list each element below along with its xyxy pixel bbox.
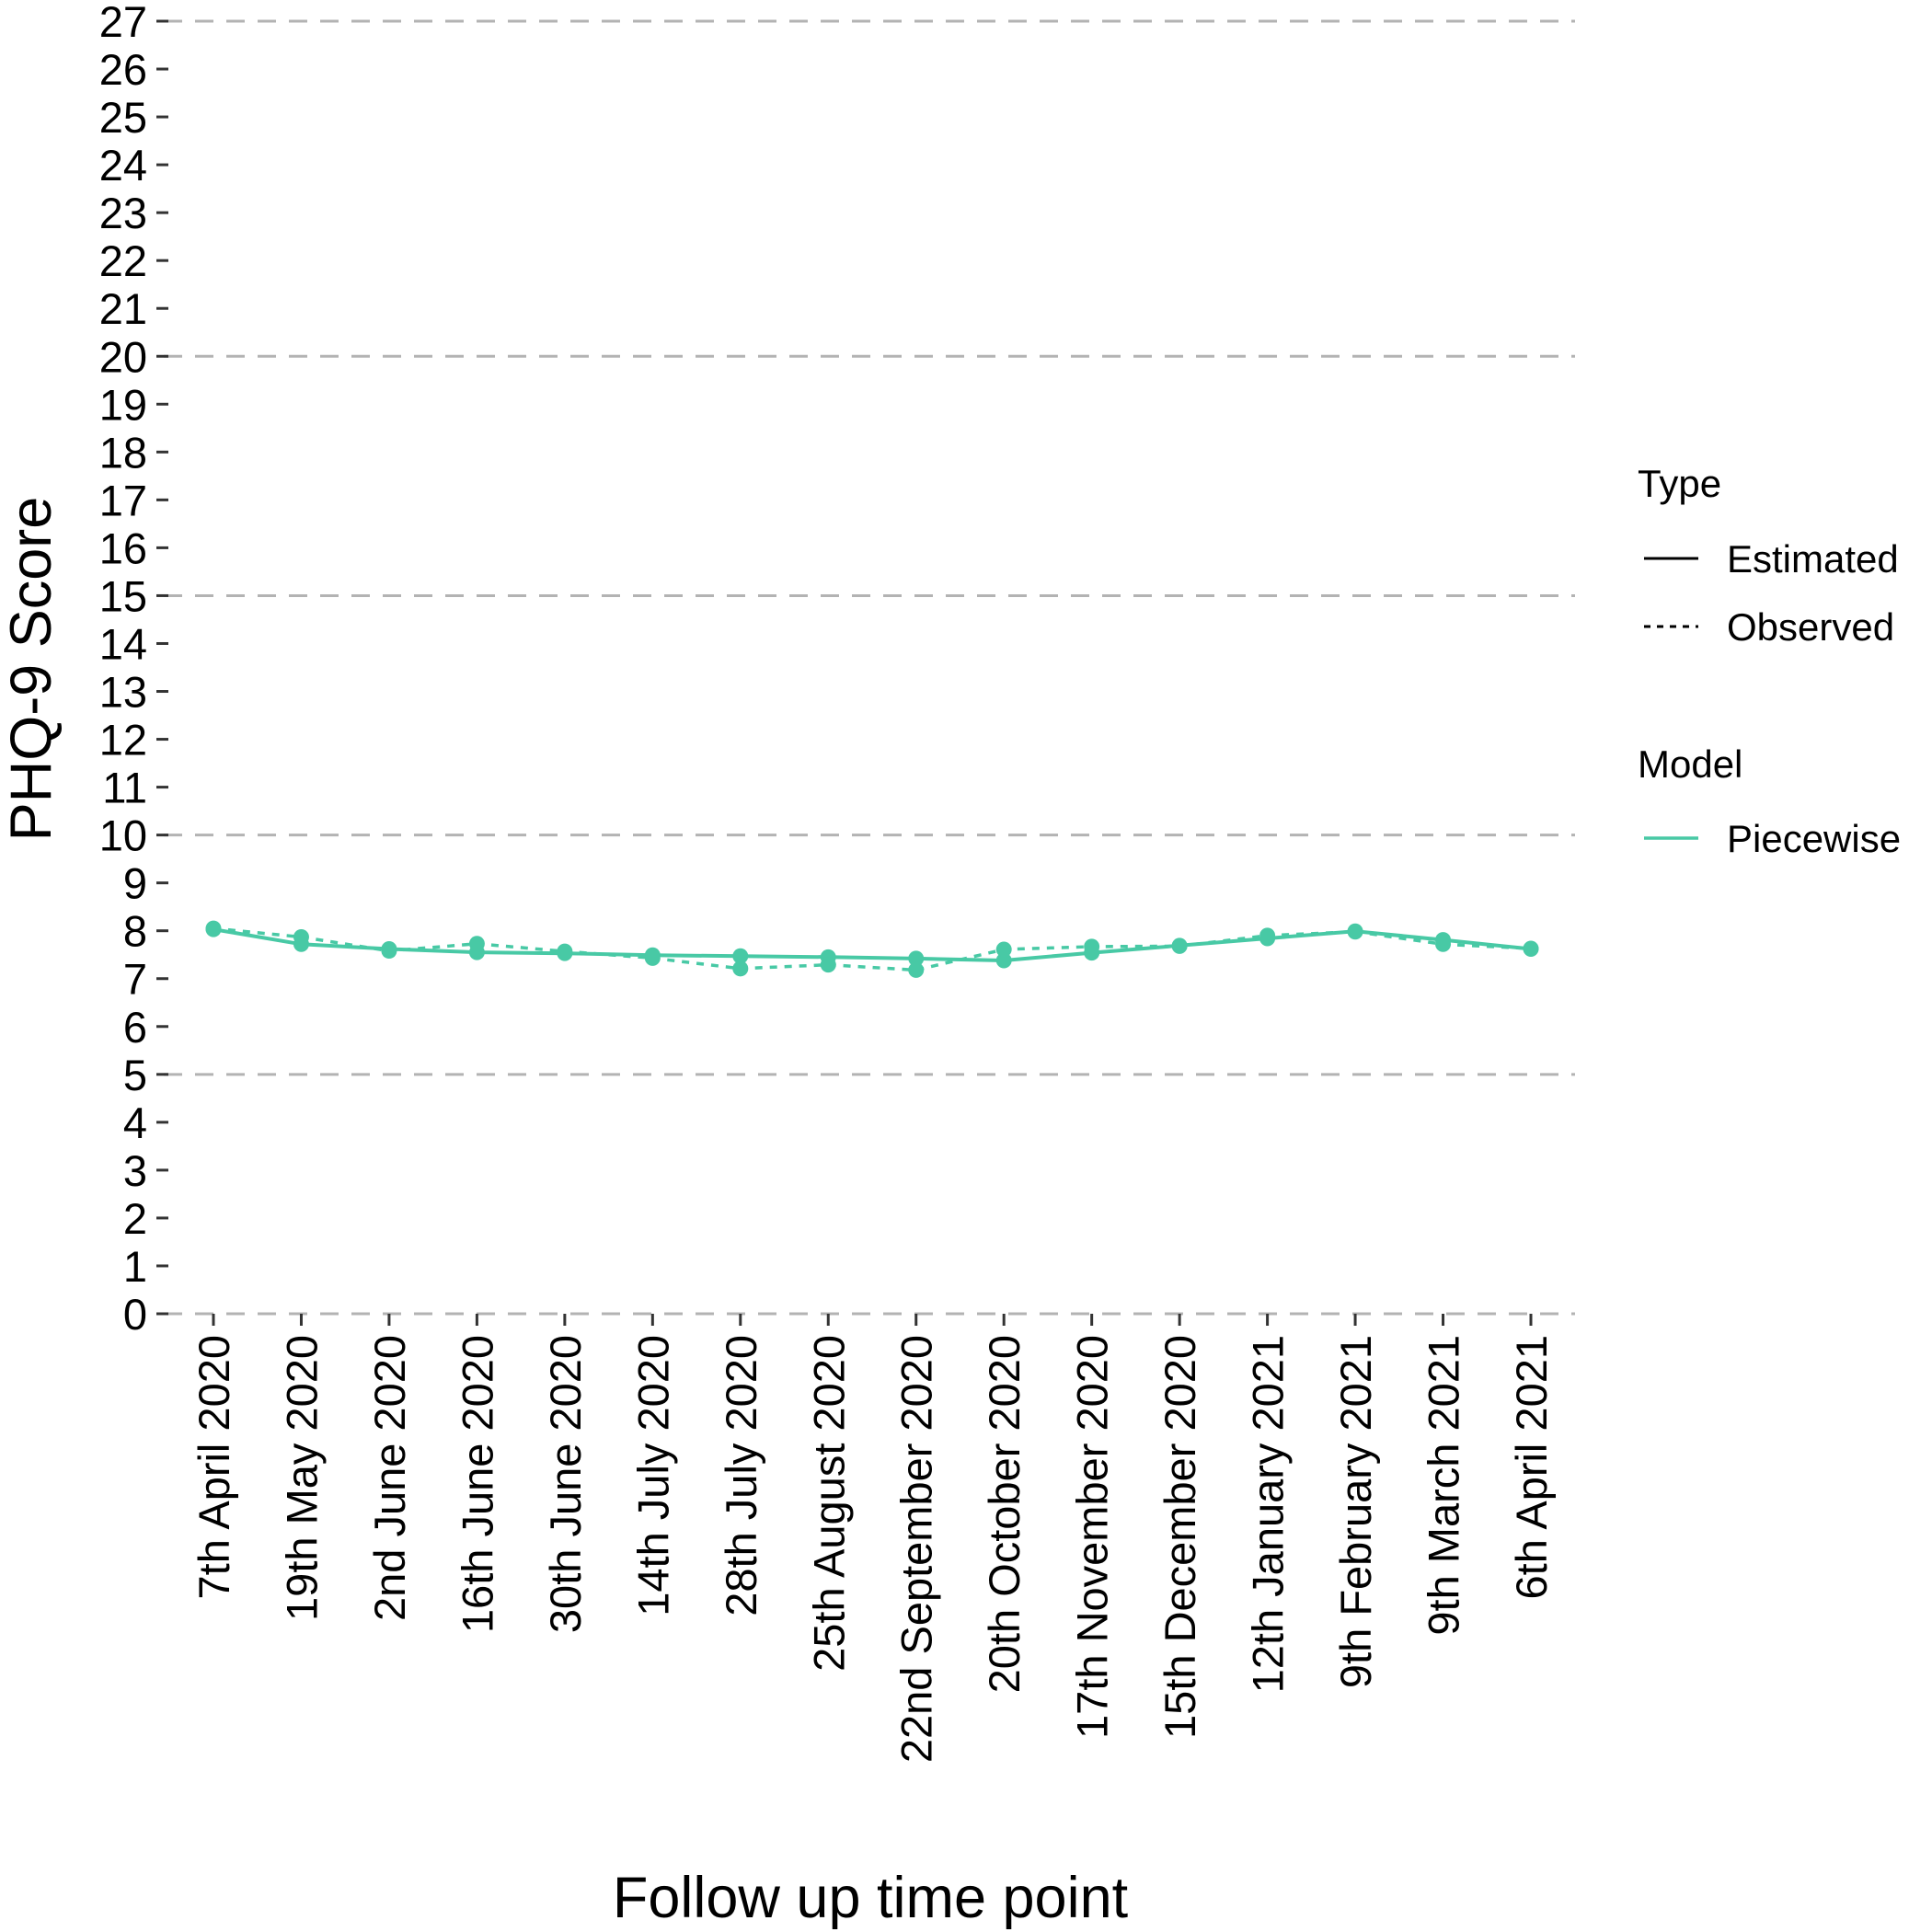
x-tick-label: 17th November 2020 — [1068, 1335, 1117, 1739]
data-point-observed — [1523, 940, 1539, 957]
y-tick-label: 13 — [99, 668, 147, 717]
data-point-observed — [1435, 936, 1452, 952]
x-axis: 7th April 2020 19th May 2020 2nd June 2020… — [190, 1314, 1556, 1763]
y-tick-label: 22 — [99, 236, 147, 285]
x-tick-label: 6th April 2021 — [1507, 1335, 1556, 1599]
x-tick-label: 14th July 2020 — [628, 1335, 677, 1616]
data-point-observed — [644, 949, 661, 966]
y-tick-label: 16 — [99, 523, 147, 572]
data-point-observed — [557, 943, 573, 960]
data-point-observed — [820, 957, 836, 973]
x-tick-label: 2nd June 2020 — [365, 1335, 414, 1621]
x-tick-label: 7th April 2020 — [190, 1335, 238, 1599]
y-tick-label: 24 — [99, 141, 147, 190]
x-tick-label: 19th May 2020 — [277, 1335, 326, 1621]
data-point-observed — [1171, 937, 1188, 954]
y-tick-label: 18 — [99, 428, 147, 477]
x-tick-label: 20th October 2020 — [980, 1335, 1029, 1693]
legend-label-piecewise: Piecewise — [1727, 817, 1901, 860]
y-tick-label: 12 — [99, 716, 147, 765]
y-tick-label: 4 — [123, 1098, 147, 1147]
x-tick-label: 25th August 2020 — [804, 1335, 853, 1672]
y-tick-label: 17 — [99, 476, 147, 524]
y-tick-label: 23 — [99, 189, 147, 237]
y-axis-title: PHQ-9 Score — [0, 497, 63, 842]
y-tick-label: 20 — [99, 332, 147, 381]
data-point-observed — [1084, 938, 1100, 955]
x-tick-label: 28th July 2020 — [717, 1335, 765, 1616]
legend-label-observed: Observed — [1727, 605, 1894, 649]
y-tick-label: 9 — [123, 859, 147, 908]
data-point-observed — [908, 961, 925, 978]
points-layer — [205, 920, 1539, 978]
data-point-estimated — [995, 952, 1012, 969]
legend-title-type: Type — [1638, 462, 1721, 505]
y-tick-label: 7 — [123, 955, 147, 1004]
x-axis-title: Follow up time point — [613, 1866, 1129, 1930]
series-line-observed — [213, 926, 1532, 972]
y-tick-label: 3 — [123, 1146, 147, 1195]
y-tick-label: 21 — [99, 284, 147, 333]
y-tick-label: 25 — [99, 93, 147, 142]
y-tick-label: 10 — [99, 811, 147, 860]
legend-label-estimated: Estimated — [1727, 537, 1899, 581]
legend: Type Estimated Observed Model Piecewise — [1638, 462, 1901, 860]
data-point-estimated — [732, 948, 749, 964]
x-tick-label: 15th December 2020 — [1156, 1335, 1204, 1739]
reference-lines — [164, 19, 1575, 1316]
y-tick-label: 5 — [123, 1051, 147, 1099]
y-tick-label: 15 — [99, 571, 147, 620]
series-line-estimated — [213, 927, 1532, 962]
legend-title-model: Model — [1638, 742, 1742, 786]
data-point-observed — [732, 960, 749, 977]
data-point-estimated — [908, 950, 925, 967]
x-tick-label: 16th June 2020 — [453, 1335, 501, 1633]
y-tick-label: 19 — [99, 380, 147, 429]
data-point-observed — [205, 920, 222, 937]
x-tick-label: 12th January 2021 — [1244, 1335, 1293, 1693]
x-tick-label: 22nd September 2020 — [892, 1335, 941, 1763]
y-tick-label: 11 — [102, 764, 147, 812]
series-layer — [213, 926, 1532, 972]
data-point-observed — [1347, 924, 1363, 940]
data-point-observed — [1259, 927, 1276, 944]
y-tick-label: 2 — [123, 1194, 147, 1243]
y-tick-label: 0 — [123, 1290, 147, 1339]
y-tick-label: 26 — [99, 45, 147, 94]
y-tick-label: 8 — [123, 907, 147, 956]
x-tick-label: 9th March 2021 — [1420, 1335, 1468, 1636]
y-tick-label: 6 — [123, 1003, 147, 1052]
data-point-observed — [468, 936, 485, 952]
data-point-observed — [381, 943, 397, 960]
y-tick-label: 14 — [99, 619, 147, 668]
data-point-observed — [293, 928, 309, 945]
y-tick-label: 27 — [99, 0, 147, 46]
data-point-observed — [995, 941, 1012, 958]
x-tick-label: 9th February 2021 — [1331, 1335, 1380, 1688]
y-tick-label: 1 — [123, 1242, 147, 1291]
y-axis: 0123456789101112131415161718192021222324… — [99, 0, 168, 1339]
x-tick-label: 30th June 2020 — [541, 1335, 590, 1633]
